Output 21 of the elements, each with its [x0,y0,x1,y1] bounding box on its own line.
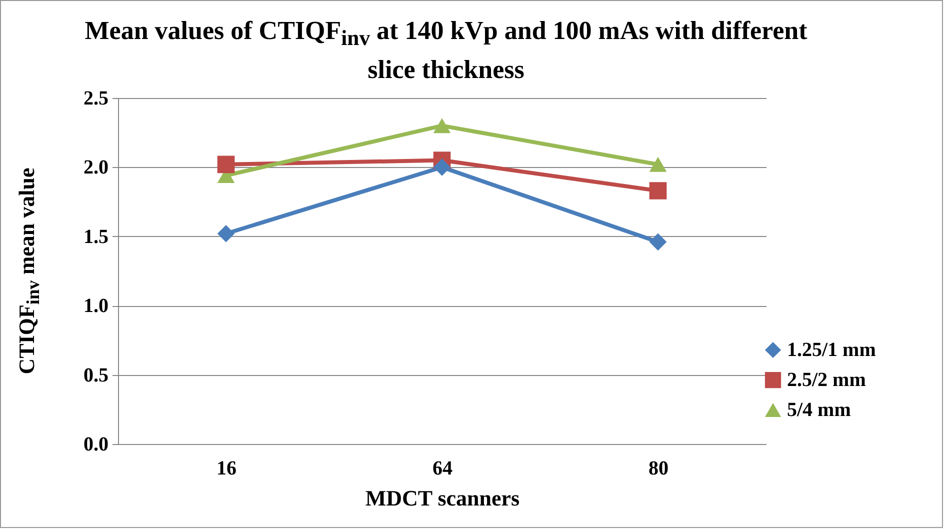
point [217,224,235,242]
x-tick-label: 64 [432,458,452,480]
y-tick-label: 1.5 [84,226,108,248]
legend-label: 1.25/1 mm [787,339,876,361]
y-tick-label: 2.5 [84,88,108,110]
x-axis-title: MDCT scanners [365,486,520,510]
point [649,182,667,200]
x-tick-label: 80 [648,458,668,480]
y-tick-label: 1.0 [84,295,108,318]
point [217,156,235,174]
point [433,158,451,176]
chart-title: Mean values of CTIQF$_{inv}$ at 140 kVp and 100 mAs with different slice thickness [84,15,808,86]
point [433,118,451,134]
legend-label: 5/4 mm [787,399,852,421]
point [649,233,667,251]
x-tick-label: 16 [216,458,236,480]
y-tick-label: 0.5 [84,364,108,386]
legend-label: 2.5/2 mm [787,369,866,391]
y-tick-label: 2.0 [84,156,108,179]
point [649,156,667,172]
y-tick-label: 0.0 [84,434,108,456]
